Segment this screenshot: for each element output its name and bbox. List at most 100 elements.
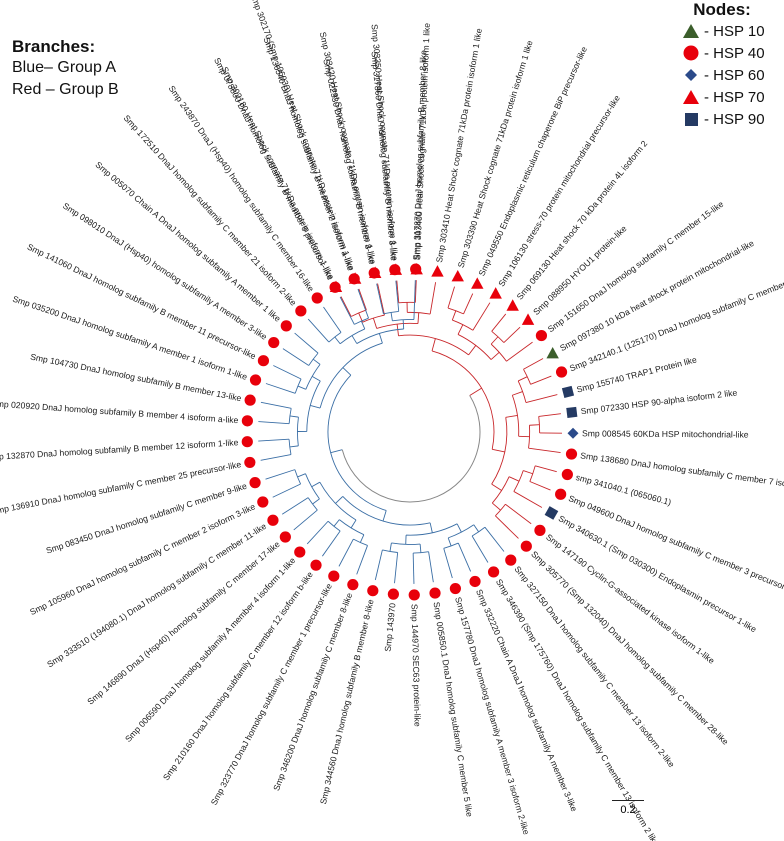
legend-hsp60-label: - HSP 60 (704, 66, 765, 84)
hsp40-circle-node (520, 540, 532, 552)
branch-arc (383, 310, 399, 315)
hsp70-triangle-node (451, 269, 464, 282)
leaf-label: Smp 136910 DnaJ homolog subfamily C memb… (0, 459, 242, 516)
branch-radial (473, 524, 480, 533)
branch-radial (419, 544, 422, 553)
legend-hsp90-label: - HSP 90 (704, 110, 765, 128)
branch-radial (443, 548, 453, 579)
hsp40-circle-node (469, 575, 481, 588)
branch-radial (491, 483, 502, 491)
branch-radial (523, 358, 544, 370)
branch-radial (492, 448, 505, 453)
leaf-label: Smp 072330 HSP 90-alpha isoform 2 like (580, 387, 738, 416)
diamond-blue-icon (685, 69, 697, 81)
branches-legend-title: Branches: (12, 37, 96, 56)
branch-radial (350, 519, 357, 529)
branch-radial (335, 496, 344, 504)
branch-radial (456, 523, 462, 533)
branch-radial (471, 535, 489, 563)
hsp40-circle-node (429, 587, 441, 599)
hsp40-circle-node (387, 588, 399, 600)
branch-radial (306, 520, 329, 545)
legend-hsp70-label: - HSP 70 (704, 88, 765, 106)
branch-radial (312, 358, 321, 365)
branch-radial (339, 296, 355, 325)
branch-radial (342, 367, 352, 376)
branch-arc (392, 319, 414, 322)
hsp40-circle-node (487, 566, 500, 578)
branch-arc (431, 350, 495, 450)
branch-arc (339, 328, 365, 345)
branch-radial (289, 415, 299, 418)
branch-radial (429, 522, 433, 533)
branch-radial (394, 552, 399, 584)
branch-radial (495, 515, 519, 539)
branch-radial (265, 383, 296, 394)
branch-arc (288, 439, 292, 455)
leaf-label: Smp 132870 DnaJ homolog subfamily B memb… (0, 437, 239, 462)
branch-radial (311, 481, 321, 488)
branch-radial (272, 483, 301, 498)
branch-arc (342, 496, 431, 526)
hsp40-circle-node (241, 436, 253, 448)
branch-radial (293, 509, 318, 531)
branch-radial (413, 280, 416, 320)
branch-radial (273, 365, 302, 380)
branch-radial (258, 438, 290, 442)
hsp40-circle-node (268, 336, 280, 349)
hsp40-circle-node (328, 570, 340, 582)
hsp40-circle-node (389, 264, 401, 276)
branch-radial (529, 481, 551, 491)
hsp90-square-node (561, 385, 575, 398)
branch-radial (389, 542, 392, 552)
tree-branches (258, 280, 562, 584)
tree-nodes (241, 262, 579, 601)
branch-arc (407, 311, 431, 315)
hsp40-circle-node (311, 292, 323, 304)
hsp40-circle-node (310, 559, 322, 571)
branch-arc (319, 342, 383, 409)
branch-arc (471, 526, 486, 537)
branch-radial (505, 503, 532, 525)
branch-radial (469, 387, 482, 396)
leaf-label: Smp 344560 DnaJ homolog subfamily B memb… (318, 598, 376, 805)
branch-radial (463, 293, 474, 315)
branch-radial (523, 470, 533, 475)
leaf-label: Smp 143970 (383, 602, 398, 652)
branch-radial (429, 282, 437, 315)
branch-arc (491, 330, 505, 343)
branch-radial (530, 375, 552, 385)
branch-arc (327, 374, 387, 511)
hsp40-circle-node (295, 305, 307, 317)
branch-radial (538, 413, 561, 417)
legend-hsp60: - HSP 60 (660, 64, 784, 86)
branch-arc (327, 520, 341, 532)
branch-arc (413, 551, 429, 554)
hsp40-circle-node (408, 589, 420, 601)
branch-radial (297, 473, 306, 478)
branch-arc (350, 309, 367, 317)
branch-arc (356, 328, 404, 344)
hsp40-circle-node (555, 488, 567, 500)
branch-radial (490, 351, 500, 360)
triangle-green-icon (683, 24, 699, 38)
hsp40-circle-node (267, 514, 279, 526)
branch-radial (492, 502, 501, 511)
branch-radial (311, 375, 321, 382)
legend-hsp10: - HSP 10 (660, 20, 784, 42)
legend-hsp10-label: - HSP 10 (704, 22, 765, 40)
hsp40-circle-node (565, 448, 578, 460)
branch-radial (512, 391, 523, 396)
hsp70-triangle-node (506, 299, 519, 311)
branch-radial (513, 491, 543, 508)
branch-radial (323, 306, 342, 333)
hsp40-circle-node (244, 456, 256, 469)
branch-arc (398, 334, 469, 356)
hsp40-circle-node (280, 320, 292, 332)
branch-radial (360, 320, 366, 330)
hsp90-square-node (544, 506, 559, 520)
branch-radial (258, 421, 290, 425)
branch-radial (282, 348, 309, 366)
branch-radial (457, 324, 464, 335)
